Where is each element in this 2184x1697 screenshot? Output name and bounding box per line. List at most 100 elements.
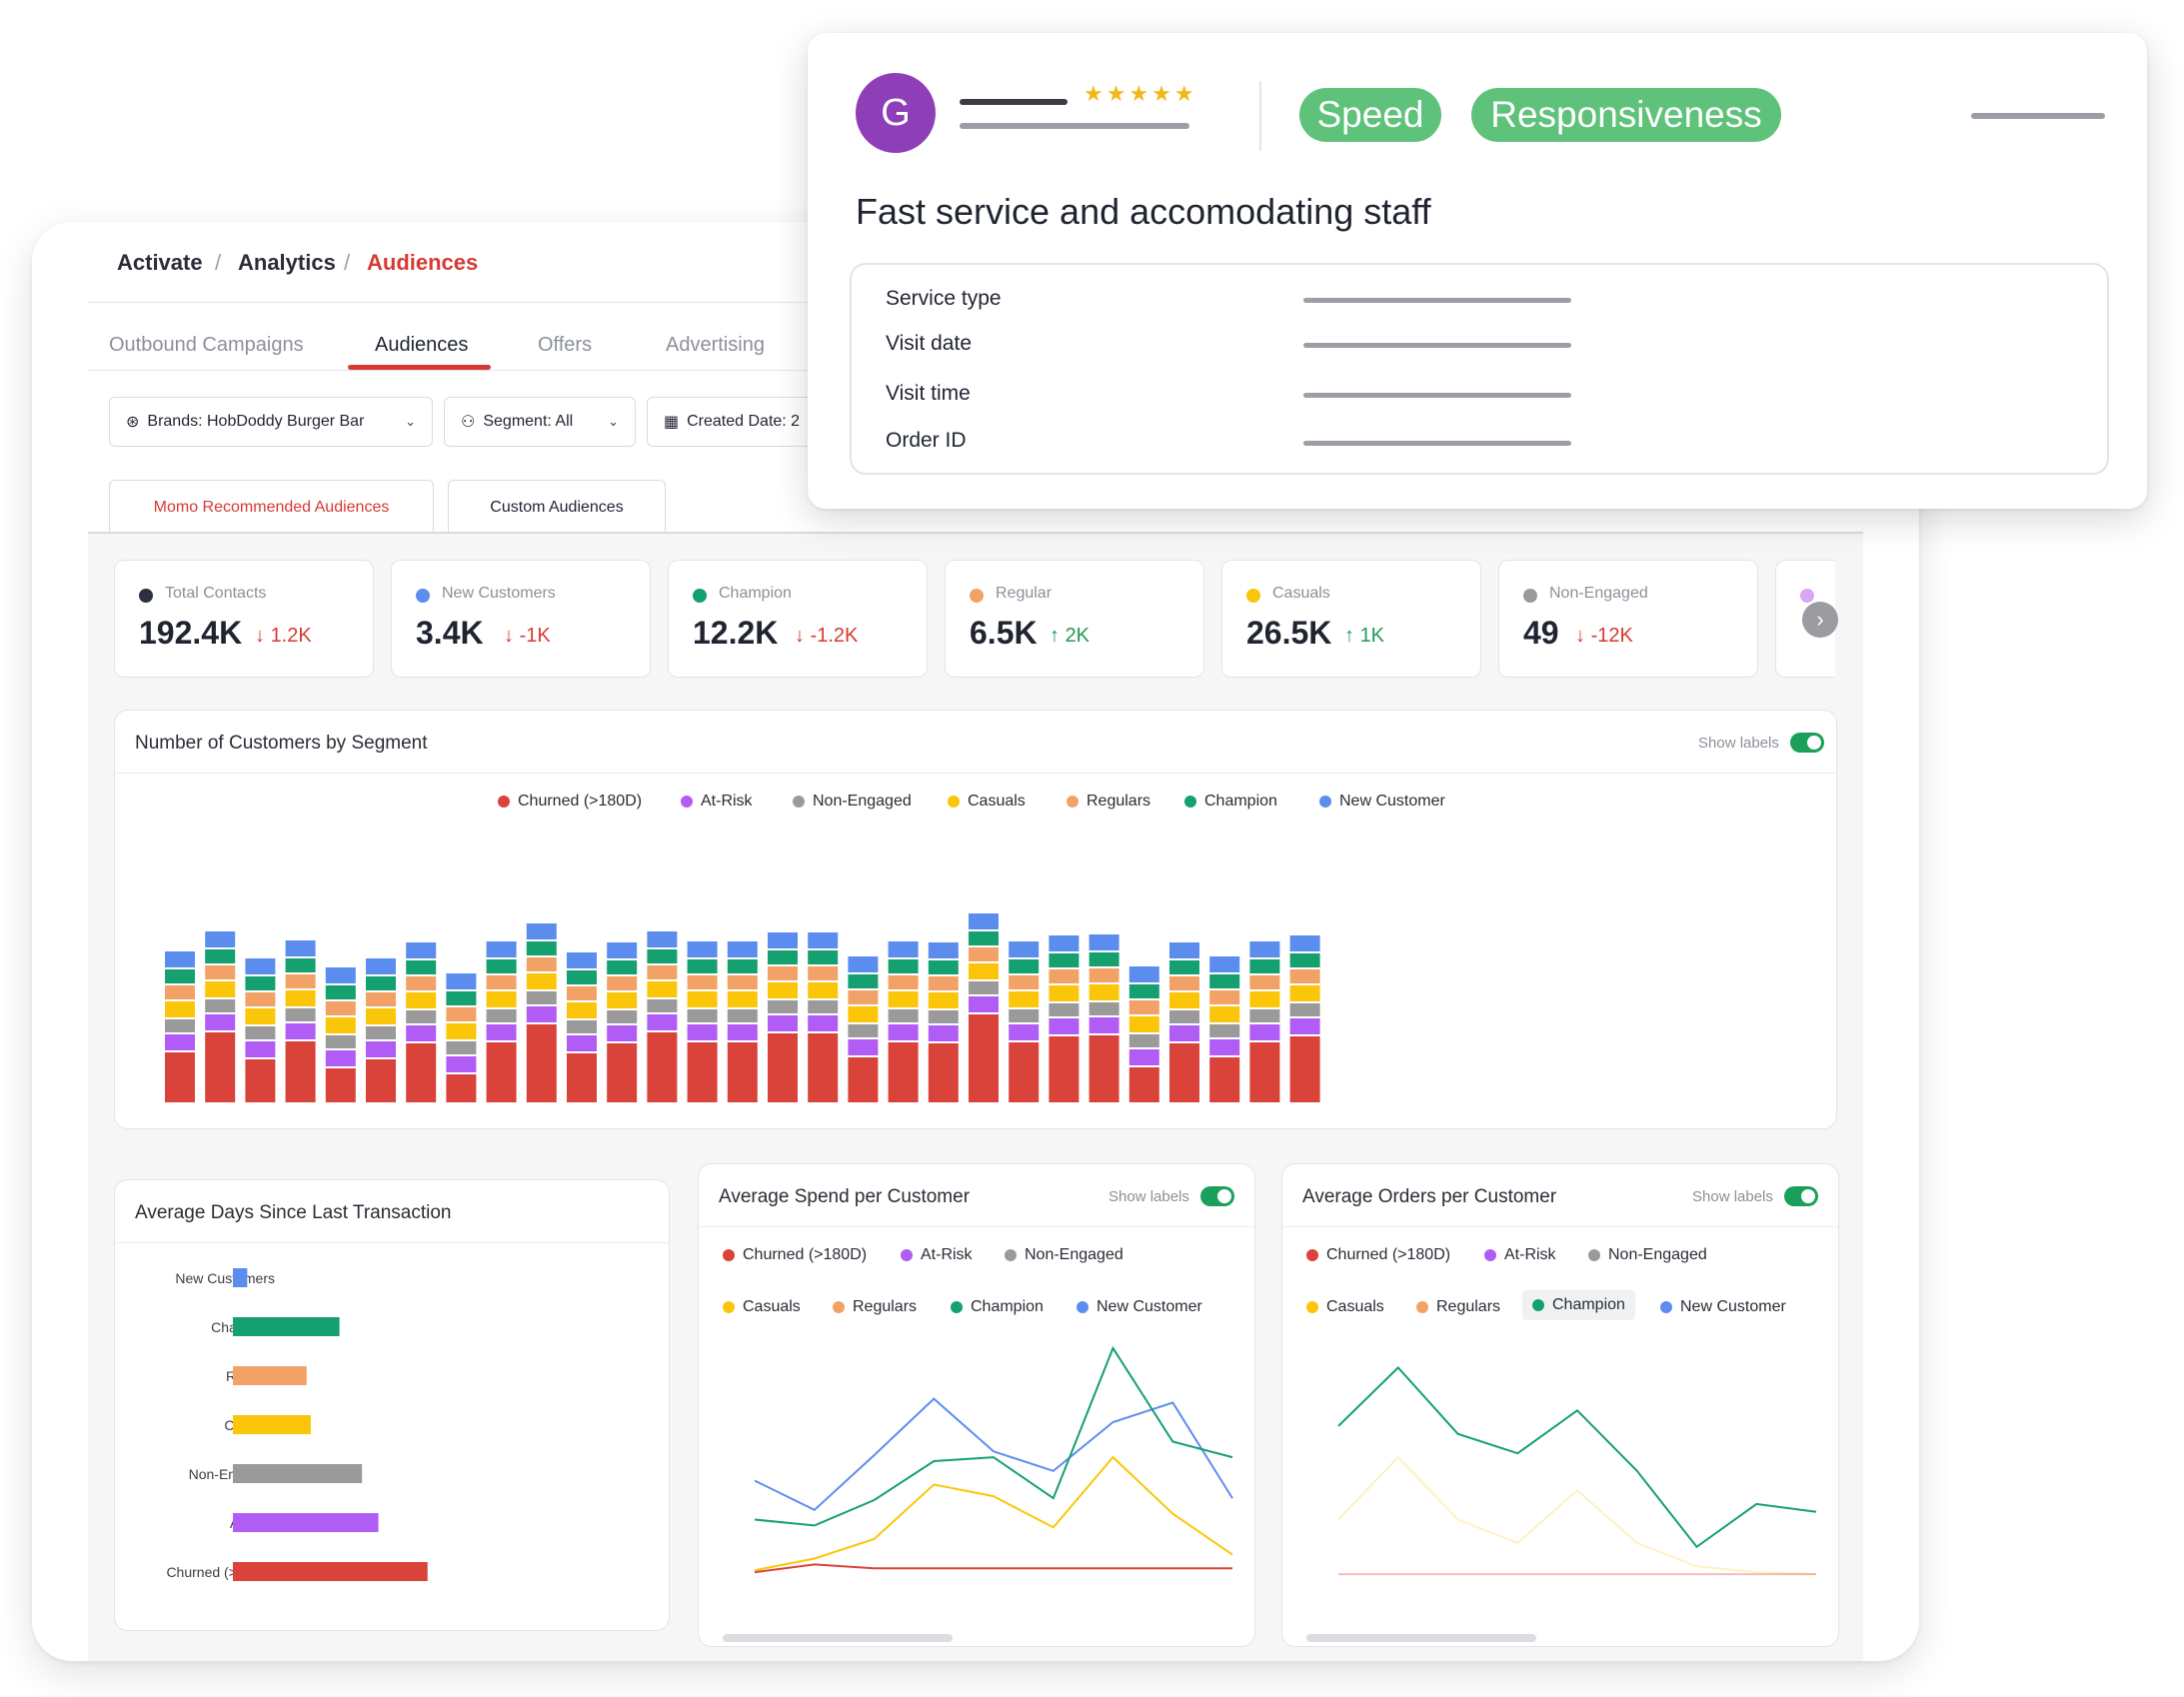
bar-segment bbox=[607, 960, 638, 974]
bar-segment bbox=[1089, 1002, 1119, 1015]
kpi-label: Regular bbox=[996, 585, 1053, 602]
bar-segment bbox=[727, 1042, 758, 1102]
tab-offers[interactable]: Offers bbox=[538, 334, 593, 356]
bar-segment bbox=[1289, 1036, 1320, 1102]
legend-item[interactable]: Non-Engaged bbox=[1005, 1246, 1123, 1264]
legend-item[interactable]: Casuals bbox=[723, 1298, 801, 1316]
show-labels-toggle[interactable] bbox=[1784, 1186, 1818, 1206]
legend-item[interactable]: Churned (>180D) bbox=[1306, 1246, 1450, 1264]
kpi-delta: ↓ -1K bbox=[504, 625, 551, 647]
show-labels-label: Show labels bbox=[1692, 1188, 1773, 1205]
legend-item[interactable]: New Customer bbox=[1319, 793, 1445, 811]
bar-segment bbox=[1169, 1043, 1199, 1102]
legend-item[interactable]: At-Risk bbox=[1484, 1246, 1556, 1264]
detail-value-placeholder bbox=[1303, 441, 1571, 446]
tab-custom-audiences[interactable]: Custom Audiences bbox=[448, 480, 666, 534]
tab-audiences[interactable]: Audiences bbox=[375, 334, 469, 356]
bar-segment bbox=[808, 982, 839, 998]
bar-segment bbox=[928, 1043, 959, 1102]
bar-segment bbox=[486, 941, 517, 957]
bar-segment bbox=[165, 1001, 195, 1017]
legend-item[interactable]: Churned (>180D) bbox=[498, 793, 642, 811]
kpi-card-regular[interactable]: Regular 6.5K ↑ 2K bbox=[945, 560, 1204, 678]
legend-item[interactable]: Regulars bbox=[1067, 793, 1150, 811]
tab-momo-recommended-audiences[interactable]: Momo Recommended Audiences bbox=[109, 480, 434, 534]
bar-segment bbox=[406, 960, 437, 974]
bar-segment bbox=[567, 986, 597, 1000]
legend-item[interactable]: Casuals bbox=[1306, 1298, 1384, 1316]
kpi-card-total-contacts[interactable]: Total Contacts 192.4K ↓ 1.2K bbox=[114, 560, 374, 678]
bar-segment bbox=[245, 976, 276, 990]
bar-segment bbox=[1089, 1035, 1119, 1102]
tag-speed[interactable]: Speed bbox=[1299, 88, 1441, 142]
brand-icon: ⊛ bbox=[126, 414, 140, 431]
kpi-card-non-engaged[interactable]: Non-Engaged 49 ↓ -12K bbox=[1498, 560, 1758, 678]
bar-segment bbox=[486, 991, 517, 1007]
kpi-card-champion[interactable]: Champion 12.2K ↓ -1.2K bbox=[668, 560, 928, 678]
bar-segment bbox=[1169, 1025, 1199, 1041]
legend-item[interactable]: Regulars bbox=[833, 1298, 917, 1316]
legend-dot bbox=[1067, 796, 1079, 808]
breadcrumb-analytics[interactable]: Analytics bbox=[238, 250, 336, 275]
breadcrumb-activate[interactable]: Activate bbox=[117, 250, 203, 275]
detail-label: Service type bbox=[886, 287, 1002, 310]
legend-item[interactable]: New Customer bbox=[1660, 1298, 1786, 1316]
tab-advertising[interactable]: Advertising bbox=[666, 334, 765, 356]
bar-segment bbox=[446, 991, 477, 1005]
legend-item[interactable]: New Customer bbox=[1077, 1298, 1202, 1316]
breadcrumb-audiences[interactable]: Audiences bbox=[367, 250, 479, 275]
bar-segment bbox=[165, 1019, 195, 1032]
bar-segment bbox=[848, 1039, 879, 1055]
scrollbar[interactable] bbox=[1306, 1634, 1536, 1642]
bar-segment bbox=[567, 1053, 597, 1102]
legend-item[interactable]: Non-Engaged bbox=[1588, 1246, 1707, 1264]
legend-item[interactable]: At-Risk bbox=[681, 793, 753, 811]
legend-item[interactable]: Churned (>180D) bbox=[723, 1246, 867, 1264]
show-labels-toggle[interactable] bbox=[1200, 1186, 1234, 1206]
bar-segment bbox=[486, 959, 517, 973]
bar-segment bbox=[848, 1057, 879, 1102]
scrollbar[interactable] bbox=[723, 1634, 953, 1642]
bar-segment bbox=[1009, 1042, 1040, 1102]
bar-segment bbox=[205, 999, 236, 1012]
kpi-card-new-customers[interactable]: New Customers 3.4K ↓ -1K bbox=[391, 560, 651, 678]
bar-segment bbox=[245, 1026, 276, 1039]
legend-item[interactable]: Casuals bbox=[948, 793, 1026, 811]
kpi-label: Casuals bbox=[1272, 585, 1330, 602]
tab-outbound-campaigns[interactable]: Outbound Campaigns bbox=[109, 334, 304, 356]
bar-segment bbox=[205, 965, 236, 979]
legend-dot bbox=[948, 796, 960, 808]
panel-title: Average Orders per Customer bbox=[1302, 1186, 1557, 1207]
bar-segment bbox=[607, 1025, 638, 1041]
bar-segment bbox=[647, 1032, 678, 1102]
bar-segment bbox=[848, 1006, 879, 1022]
legend-item[interactable]: Non-Engaged bbox=[793, 793, 912, 811]
kpi-value: 49 bbox=[1523, 615, 1559, 651]
bar-segment bbox=[888, 1009, 919, 1022]
legend-item[interactable]: Champion bbox=[1184, 793, 1277, 811]
legend-item[interactable]: Champion bbox=[951, 1298, 1044, 1316]
series-line bbox=[1337, 1365, 1817, 1549]
bar bbox=[233, 1317, 340, 1336]
bar-segment bbox=[727, 959, 758, 973]
tag-responsiveness[interactable]: Responsiveness bbox=[1471, 88, 1781, 142]
chevron-right-icon[interactable]: › bbox=[1802, 602, 1838, 638]
bar-segment bbox=[607, 992, 638, 1008]
status-dot bbox=[416, 589, 430, 603]
legend-item[interactable]: At-Risk bbox=[901, 1246, 973, 1264]
bar-segment bbox=[1009, 991, 1040, 1007]
brands-filter[interactable]: ⊛ Brands: HobDoddy Burger Bar ⌄ bbox=[109, 397, 433, 447]
show-labels-toggle[interactable] bbox=[1790, 733, 1824, 753]
bar-segment bbox=[526, 973, 557, 989]
kpi-value: 192.4K bbox=[139, 615, 243, 651]
bar-segment bbox=[808, 1033, 839, 1102]
detail-label: Order ID bbox=[886, 429, 967, 452]
bar-segment bbox=[446, 1056, 477, 1072]
bar-segment bbox=[567, 952, 597, 968]
legend-item[interactable]: Regulars bbox=[1416, 1298, 1500, 1316]
legend-item-active[interactable]: Champion bbox=[1522, 1290, 1635, 1320]
kpi-card-casuals[interactable]: Casuals 26.5K ↑ 1K bbox=[1221, 560, 1481, 678]
series-line bbox=[754, 1345, 1233, 1527]
segment-filter[interactable]: ⚇ Segment: All ⌄ bbox=[444, 397, 636, 447]
bar-segment bbox=[647, 1014, 678, 1030]
